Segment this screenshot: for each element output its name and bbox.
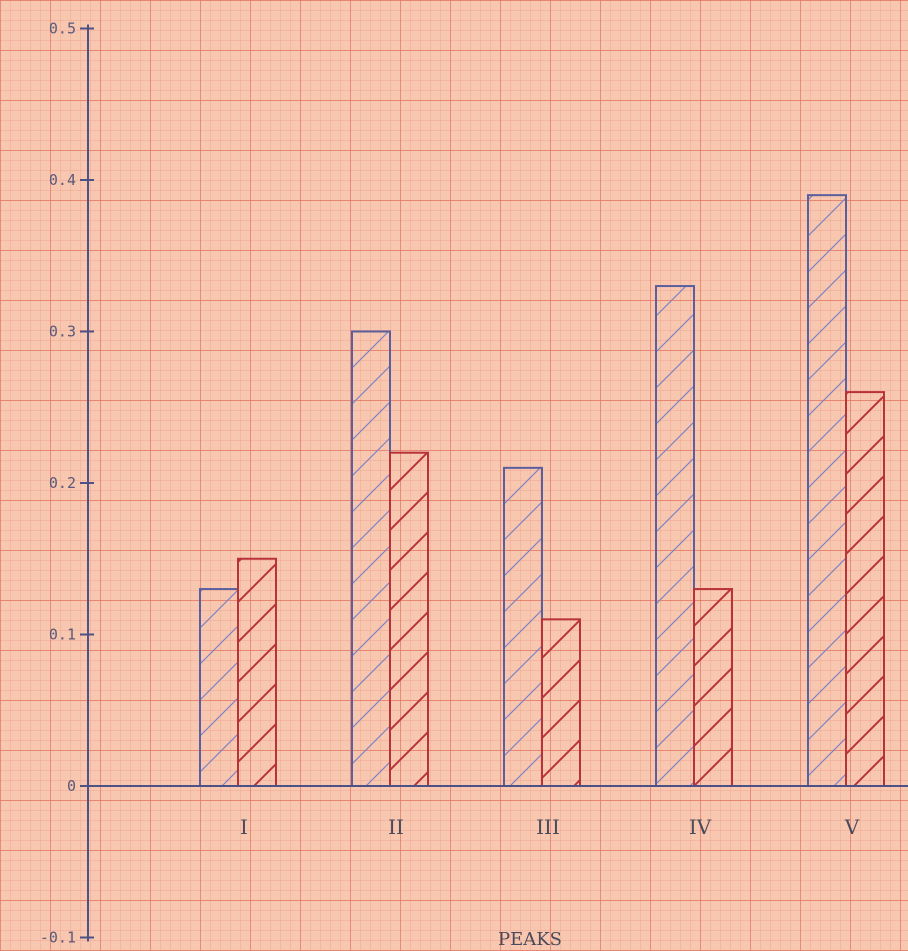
- y-tick-label: 0.5: [49, 20, 76, 38]
- bar-series-2-iv: [693, 588, 733, 787]
- y-tick-label: 0.1: [49, 626, 76, 644]
- bar-series-1-iv: [655, 285, 695, 787]
- x-category-label: I: [240, 815, 248, 839]
- y-tick-label: -0.1: [40, 929, 76, 947]
- bar-series-2-v: [845, 391, 885, 787]
- x-category-label: II: [388, 815, 404, 839]
- bar-series-2-i: [237, 557, 277, 787]
- bar-series-2-ii: [389, 451, 429, 787]
- x-category-label: III: [536, 815, 560, 839]
- bar-series-1-ii: [351, 330, 391, 787]
- bar-series-2-iii: [541, 618, 581, 787]
- x-category-label: IV: [689, 815, 712, 839]
- y-tick-label: 0.3: [49, 323, 76, 341]
- bar-series-1-i: [199, 588, 239, 787]
- x-category-label: V: [844, 815, 860, 839]
- y-tick-label: 0.4: [49, 171, 76, 189]
- bar-series-1-v: [807, 194, 847, 787]
- y-tick-label: 0: [67, 777, 76, 795]
- x-axis-title: PEAKS: [498, 929, 562, 950]
- y-tick-label: 0.2: [49, 474, 76, 492]
- bar-series-1-iii: [503, 466, 543, 787]
